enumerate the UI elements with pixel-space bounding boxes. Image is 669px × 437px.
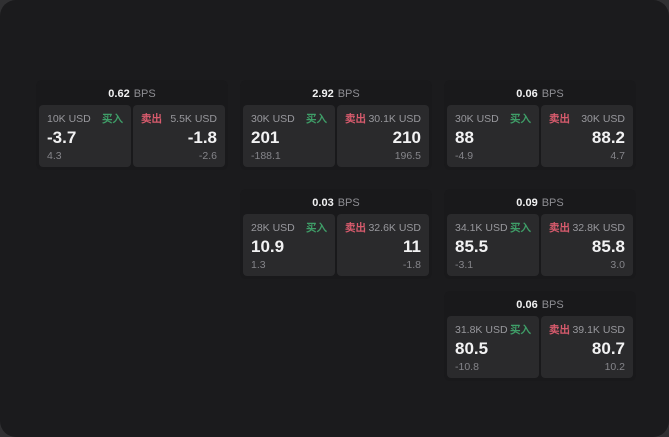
buy-price: 88 (455, 128, 474, 147)
buy-tile[interactable]: 31.8K USD 买入 80.5 -10.8 (447, 316, 539, 378)
buy-side-label[interactable]: 买入 (510, 324, 531, 336)
pricing-card: 0.06 BPS 31.8K USD 买入 80.5 -10.8 卖出 39.1… (444, 291, 636, 381)
buy-side-label[interactable]: 买入 (510, 222, 531, 234)
sell-side-label[interactable]: 卖出 (345, 222, 366, 234)
bps-unit-label: BPS (133, 88, 156, 100)
bps-unit-label: BPS (541, 197, 564, 209)
sell-price: 210 (392, 128, 421, 147)
buy-size-label: 31.8K USD (455, 323, 508, 336)
buy-size-label: 30K USD (251, 112, 295, 125)
sell-size-label: 30.1K USD (368, 112, 421, 125)
sell-tile[interactable]: 卖出 30.1K USD 210 196.5 (337, 105, 429, 167)
buy-size-label: 30K USD (455, 112, 499, 125)
sell-price: 85.8 (591, 237, 625, 256)
quote-tiles: 30K USD 买入 201 -188.1 卖出 30.1K USD 210 1… (243, 105, 429, 167)
buy-delta: -10.8 (455, 361, 479, 373)
buy-side-label[interactable]: 买入 (306, 113, 327, 125)
buy-size-label: 10K USD (47, 112, 91, 125)
card-header: 0.09 BPS (447, 192, 633, 214)
buy-side-label[interactable]: 买入 (510, 113, 531, 125)
sell-delta: 4.7 (610, 150, 625, 162)
buy-delta: 4.3 (47, 150, 62, 162)
sell-price: 80.7 (591, 339, 625, 358)
buy-tile[interactable]: 30K USD 买入 88 -4.9 (447, 105, 539, 167)
sell-side-label[interactable]: 卖出 (345, 113, 366, 125)
sell-delta: 3.0 (610, 259, 625, 271)
buy-price: 80.5 (455, 339, 489, 358)
sell-side-label[interactable]: 卖出 (549, 222, 570, 234)
sell-tile[interactable]: 卖出 5.5K USD -1.8 -2.6 (133, 105, 225, 167)
sell-delta: 196.5 (394, 150, 421, 162)
bps-spread-value: 0.06 (516, 299, 538, 311)
bps-unit-label: BPS (541, 88, 564, 100)
buy-price: 201 (251, 128, 280, 147)
buy-side-label[interactable]: 买入 (306, 222, 327, 234)
buy-tile[interactable]: 34.1K USD 买入 85.5 -3.1 (447, 214, 539, 276)
sell-delta: -2.6 (198, 150, 217, 162)
bps-spread-value: 2.92 (312, 88, 334, 100)
bps-unit-label: BPS (337, 88, 360, 100)
sell-size-label: 30K USD (581, 112, 625, 125)
sell-side-label[interactable]: 卖出 (549, 113, 570, 125)
pricing-card: 0.09 BPS 34.1K USD 买入 85.5 -3.1 卖出 32.8K… (444, 189, 636, 279)
pricing-card: 0.03 BPS 28K USD 买入 10.9 1.3 卖出 32.6K US… (240, 189, 432, 279)
pricing-card: 2.92 BPS 30K USD 买入 201 -188.1 卖出 30.1K … (240, 80, 432, 170)
bps-unit-label: BPS (541, 299, 564, 311)
sell-side-label[interactable]: 卖出 (549, 324, 570, 336)
sell-tile[interactable]: 卖出 39.1K USD 80.7 10.2 (541, 316, 633, 378)
buy-tile[interactable]: 30K USD 买入 201 -188.1 (243, 105, 335, 167)
pricing-card: 0.62 BPS 10K USD 买入 -3.7 4.3 卖出 5.5K USD… (36, 80, 228, 170)
bps-spread-value: 0.03 (312, 197, 334, 209)
sell-tile[interactable]: 卖出 32.6K USD 11 -1.8 (337, 214, 429, 276)
buy-delta: -4.9 (455, 150, 474, 162)
sell-tile[interactable]: 卖出 32.8K USD 85.8 3.0 (541, 214, 633, 276)
card-header: 0.03 BPS (243, 192, 429, 214)
buy-delta: 1.3 (251, 259, 266, 271)
card-header: 0.06 BPS (447, 294, 633, 316)
buy-side-label[interactable]: 买入 (102, 113, 123, 125)
pricing-card: 0.06 BPS 30K USD 买入 88 -4.9 卖出 30K USD 8… (444, 80, 636, 170)
sell-size-label: 32.8K USD (572, 221, 625, 234)
buy-price: 10.9 (251, 237, 285, 256)
quote-tiles: 34.1K USD 买入 85.5 -3.1 卖出 32.8K USD 85.8… (447, 214, 633, 276)
sell-price: 88.2 (591, 128, 625, 147)
buy-size-label: 34.1K USD (455, 221, 508, 234)
buy-price: 85.5 (455, 237, 489, 256)
buy-price: -3.7 (47, 128, 77, 147)
quote-tiles: 10K USD 买入 -3.7 4.3 卖出 5.5K USD -1.8 -2.… (39, 105, 225, 167)
quote-tiles: 30K USD 买入 88 -4.9 卖出 30K USD 88.2 4.7 (447, 105, 633, 167)
bps-unit-label: BPS (337, 197, 360, 209)
buy-delta: -188.1 (251, 150, 281, 162)
card-header: 0.06 BPS (447, 83, 633, 105)
sell-tile[interactable]: 卖出 30K USD 88.2 4.7 (541, 105, 633, 167)
card-header: 0.62 BPS (39, 83, 225, 105)
quote-tiles: 31.8K USD 买入 80.5 -10.8 卖出 39.1K USD 80.… (447, 316, 633, 378)
sell-size-label: 39.1K USD (572, 323, 625, 336)
buy-tile[interactable]: 28K USD 买入 10.9 1.3 (243, 214, 335, 276)
buy-size-label: 28K USD (251, 221, 295, 234)
bps-spread-value: 0.09 (516, 197, 538, 209)
buy-tile[interactable]: 10K USD 买入 -3.7 4.3 (39, 105, 131, 167)
sell-size-label: 5.5K USD (170, 112, 217, 125)
bps-spread-value: 0.62 (108, 88, 130, 100)
quote-tiles: 28K USD 买入 10.9 1.3 卖出 32.6K USD 11 -1.8 (243, 214, 429, 276)
sell-delta: -1.8 (402, 259, 421, 271)
sell-price: 11 (403, 237, 421, 256)
sell-price: -1.8 (187, 128, 217, 147)
sell-delta: 10.2 (604, 361, 625, 373)
sell-size-label: 32.6K USD (368, 221, 421, 234)
sell-side-label[interactable]: 卖出 (141, 113, 162, 125)
buy-delta: -3.1 (455, 259, 474, 271)
card-header: 2.92 BPS (243, 83, 429, 105)
bps-spread-value: 0.06 (516, 88, 538, 100)
